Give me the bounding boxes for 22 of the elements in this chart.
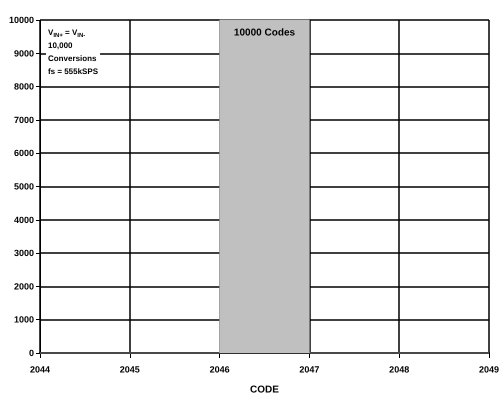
x-tick-label: 2048 [389,364,410,374]
x-tick-label: 2044 [30,364,50,374]
annotation: fs = 555kSPS [48,67,99,76]
x-tick-label: 2046 [210,364,230,374]
y-tick-label: 9000 [14,48,34,58]
x-tick-label: 2045 [120,364,140,374]
y-tick-label: 6000 [14,148,34,158]
y-tick-label: 4000 [14,214,34,225]
y-tick-label: 8000 [14,82,34,92]
y-tick-label: 2000 [14,281,34,292]
y-tick-label: 7000 [14,114,34,125]
annotation: 10,000 [48,41,74,50]
x-tick-label: 2047 [299,364,320,374]
y-tick-label: 3000 [14,248,34,258]
data-label: 10000 Codes [234,27,296,38]
y-tick-label: 0 [28,348,34,358]
annotation: Conversions [48,54,98,63]
y-tick-label: 10000 [8,15,34,25]
y-tick-label: 1000 [14,314,34,325]
y-tick-label: 5000 [14,182,34,192]
x-axis-title: CODE [250,384,280,396]
x-tick-label: 2049 [478,364,500,374]
